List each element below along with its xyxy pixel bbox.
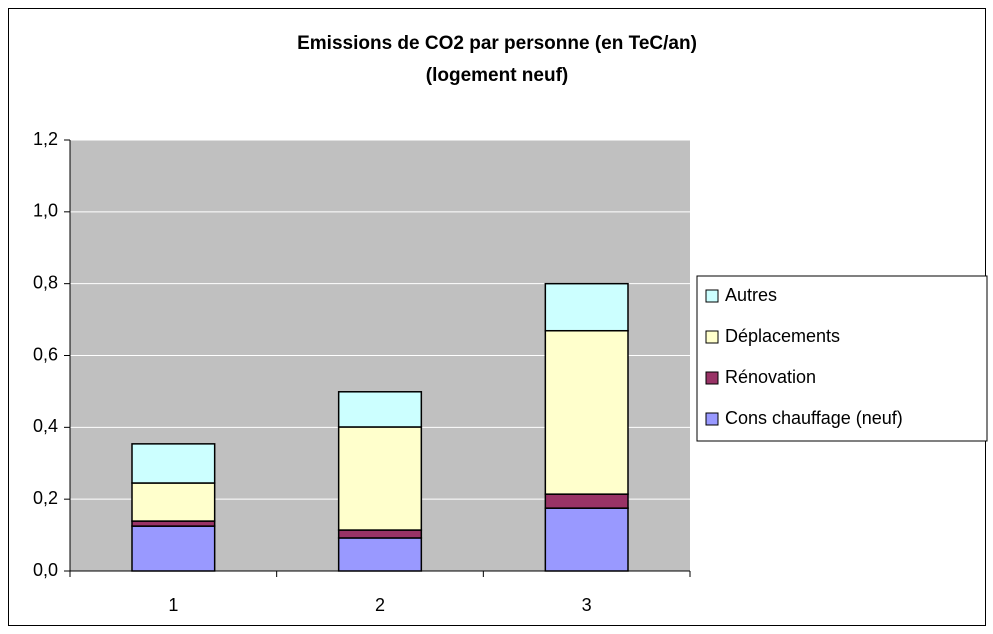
x-tick-label: 1	[168, 595, 178, 615]
legend-label: Cons chauffage (neuf)	[725, 408, 903, 428]
y-tick-label: 0,2	[33, 488, 58, 508]
y-tick-label: 1,2	[33, 129, 58, 149]
legend-swatch	[705, 371, 719, 385]
bar-segment	[544, 329, 629, 495]
legend-swatch	[705, 412, 719, 426]
y-tick-label: 0,6	[33, 344, 58, 364]
bar-segment	[544, 282, 629, 332]
y-tick-label: 0,4	[33, 416, 58, 436]
bar-segment	[131, 520, 216, 527]
legend-label: Rénovation	[725, 367, 816, 387]
chart-title: Emissions de CO2 par personne (en TeC/an…	[297, 33, 697, 54]
bar-segment	[131, 443, 216, 484]
legend-label: Autres	[725, 285, 777, 305]
legend-swatch	[705, 289, 719, 303]
y-tick-label: 1,0	[33, 201, 58, 221]
chart-title: (logement neuf)	[426, 65, 569, 86]
y-tick-label: 0,8	[33, 272, 58, 292]
legend-swatch	[705, 330, 719, 344]
x-tick-label: 2	[375, 595, 385, 615]
bar-segment	[337, 391, 423, 428]
bar-segment	[544, 507, 629, 572]
bar-segment	[337, 426, 423, 531]
bar-segment	[131, 525, 216, 572]
legend-label: Déplacements	[725, 326, 840, 346]
bar-segment	[544, 493, 629, 509]
bar-segment	[337, 537, 423, 572]
bar-segment	[337, 529, 423, 539]
x-tick-label: 3	[582, 595, 592, 615]
bar-segment	[131, 482, 216, 522]
y-tick-label: 0,0	[33, 560, 58, 580]
legend-box	[696, 275, 988, 442]
